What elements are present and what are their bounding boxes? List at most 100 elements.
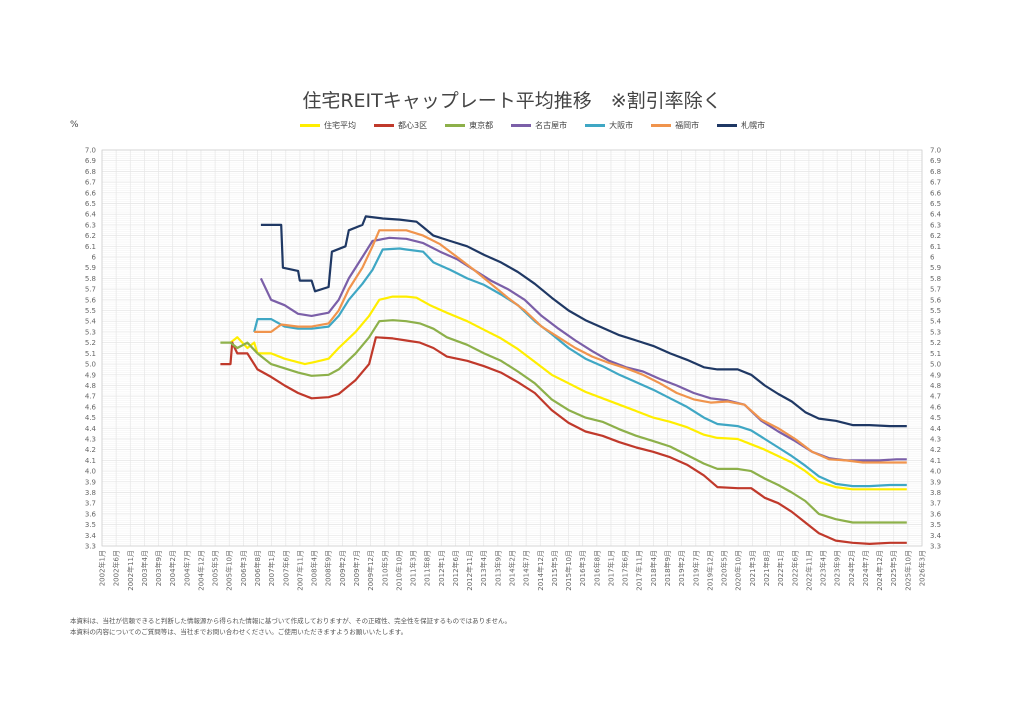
legend-swatch [585, 124, 606, 127]
y-tick-label-right: 3.7 [930, 500, 941, 508]
x-tick-label: 2017年1月 [606, 550, 615, 586]
y-tick-label-right: 4.0 [930, 468, 941, 476]
y-tick-label-right: 4.5 [930, 414, 941, 422]
x-tick-label: 2018年4月 [649, 550, 658, 586]
y-tick-label-right: 6.6 [930, 189, 942, 197]
x-tick-label: 2024年2月 [847, 550, 856, 586]
legend-item: 札幌市 [717, 120, 765, 131]
y-tick-label-left: 4.6 [85, 403, 97, 411]
y-tick-label-right: 4.4 [930, 425, 942, 433]
x-tick-label: 2016年8月 [592, 550, 601, 586]
y-tick-label-left: 6.6 [85, 189, 97, 197]
x-tick-label: 2012年11月 [465, 550, 474, 591]
legend-swatch [445, 124, 466, 127]
x-tick-label: 2013年9月 [493, 550, 502, 586]
series-line-住宅平均 [229, 295, 907, 491]
y-tick-label-left: 4.9 [85, 371, 96, 379]
y-tick-label-left: 6.8 [85, 168, 96, 176]
y-tick-label-right: 5.3 [930, 328, 941, 336]
footnotes: 本資料は、当社が信頼できると判断した情報源から得られた情報に基づいて作成しており… [70, 616, 511, 638]
x-tick-label: 2022年6月 [790, 550, 799, 586]
y-tick-label-right: 4.6 [930, 403, 942, 411]
legend-swatch [651, 124, 672, 127]
y-tick-label-left: 4.8 [85, 382, 96, 390]
legend-label: 札幌市 [741, 121, 766, 130]
x-tick-label: 2004年12月 [196, 550, 205, 591]
y-tick-label-left: 5.7 [85, 286, 96, 294]
footnote-line: 本資料の内容についてのご質問等は、当社までお問い合わせください。ご使用いただきま… [70, 628, 408, 636]
y-tick-label-right: 3.6 [930, 510, 942, 518]
y-unit-label: % [70, 120, 79, 130]
y-tick-label-left: 6.9 [85, 157, 96, 165]
y-tick-label-left: 4.2 [85, 446, 96, 454]
x-tick-label: 2024年7月 [861, 550, 870, 586]
y-tick-label-right: 5.2 [930, 339, 941, 347]
y-tick-label-left: 5.2 [85, 339, 96, 347]
y-tick-label-left: 3.7 [85, 500, 96, 508]
x-tick-label: 2012年1月 [437, 550, 446, 586]
legend-item: 福岡市 [651, 120, 699, 131]
x-tick-label: 2021年3月 [748, 550, 757, 586]
x-tick-label: 2024年12月 [875, 550, 884, 591]
y-tick-label-left: 4.0 [85, 468, 96, 476]
x-tick-label: 2017年6月 [621, 550, 630, 586]
x-tick-label: 2010年5月 [380, 550, 389, 586]
x-tick-label: 2025年10月 [903, 550, 912, 591]
legend-item: 大阪市 [585, 120, 633, 131]
y-tick-label-left: 4.5 [85, 414, 96, 422]
y-tick-label-right: 6.2 [930, 232, 941, 240]
x-tick-label: 2026年3月 [918, 550, 927, 586]
legend-label: 都心3区 [398, 121, 428, 130]
y-tick-label-left: 3.4 [85, 532, 97, 540]
x-tick-label: 2005年5月 [211, 550, 220, 586]
y-tick-label-right: 5.7 [930, 286, 941, 294]
y-tick-label-left: 7.0 [85, 147, 96, 155]
series-line-都心3区 [220, 336, 907, 545]
y-tick-label-left: 3.6 [85, 510, 97, 518]
chart-legend: 住宅平均 都心3区 東京都 名古屋市 大阪市 福岡市 札幌市 [300, 120, 765, 131]
y-tick-label-right: 3.4 [930, 532, 942, 540]
x-tick-label: 2016年3月 [578, 550, 587, 586]
y-tick-label-left: 5.8 [85, 275, 96, 283]
x-tick-label: 2009年2月 [338, 550, 347, 586]
x-axis-labels: 2002年1月 2002年6月 2002年11月 2003年4月 2003年9月 2004… [98, 550, 927, 591]
y-tick-label-left: 4.4 [85, 425, 97, 433]
x-tick-label: 2004年7月 [182, 550, 191, 586]
x-tick-label: 2004年2月 [168, 550, 177, 586]
x-tick-label: 2014年7月 [522, 550, 531, 586]
series-line-福岡市 [254, 229, 907, 464]
x-tick-label: 2015年10月 [564, 550, 573, 591]
x-tick-label: 2025年5月 [889, 550, 898, 586]
x-tick-label: 2005年10月 [225, 550, 234, 591]
x-tick-label: 2022年11月 [804, 550, 813, 591]
y-tick-label-right: 5.8 [930, 275, 941, 283]
y-tick-label-left: 3.9 [85, 478, 96, 486]
y-tick-label-right: 6.7 [930, 179, 941, 187]
legend-item: 名古屋市 [511, 120, 567, 131]
y-tick-label-left: 5.3 [85, 328, 96, 336]
y-tick-label-right: 5.0 [930, 361, 941, 369]
x-tick-label: 2008年9月 [324, 550, 333, 586]
y-tick-label-left: 6.7 [85, 179, 96, 187]
y-tick-label-right: 6 [930, 254, 935, 262]
y-tick-label-right: 4.2 [930, 446, 941, 454]
legend-item: 住宅平均 [300, 120, 356, 131]
y-tick-label-right: 4.3 [930, 435, 941, 443]
y-tick-label-right: 6.5 [930, 200, 941, 208]
x-tick-label: 2019年7月 [691, 550, 700, 586]
y-tick-label-right: 6.1 [930, 243, 941, 251]
legend-label: 福岡市 [675, 121, 700, 130]
y-tick-label-left: 6.1 [85, 243, 96, 251]
y-tick-label-left: 5.5 [85, 307, 96, 315]
legend-item: 東京都 [445, 120, 493, 131]
y-tick-label-left: 6.3 [85, 221, 96, 229]
series-line-名古屋市 [259, 236, 907, 462]
y-tick-label-left: 4.3 [85, 435, 96, 443]
y-tick-label-left: 3.8 [85, 489, 96, 497]
series-line-札幌市 [260, 215, 907, 428]
y-tick-label-left: 6.4 [85, 211, 97, 219]
x-tick-label: 2018年9月 [663, 550, 672, 586]
y-tick-label-right: 7.0 [930, 147, 941, 155]
legend-item: 都心3区 [374, 120, 427, 131]
legend-label: 東京都 [469, 121, 494, 130]
